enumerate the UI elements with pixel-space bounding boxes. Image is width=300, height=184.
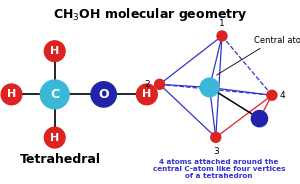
Circle shape [40, 80, 69, 109]
Circle shape [136, 84, 157, 105]
Circle shape [44, 41, 65, 62]
Text: H: H [50, 46, 59, 56]
Circle shape [91, 82, 116, 107]
Circle shape [154, 79, 165, 89]
Text: H: H [142, 89, 152, 99]
Circle shape [211, 132, 221, 142]
Text: C: C [50, 88, 59, 101]
Text: 1: 1 [219, 19, 225, 28]
Text: Tetrahedral: Tetrahedral [20, 153, 101, 166]
Text: 2: 2 [144, 80, 150, 89]
Circle shape [1, 84, 22, 105]
Circle shape [217, 31, 227, 41]
Text: H: H [50, 133, 59, 143]
Text: 4: 4 [280, 91, 286, 100]
Text: 3: 3 [213, 147, 219, 156]
Text: Central atom: Central atom [254, 36, 300, 45]
Circle shape [44, 127, 65, 148]
Text: H: H [7, 89, 16, 99]
Circle shape [251, 111, 268, 127]
Text: CH$_3$OH molecular geometry: CH$_3$OH molecular geometry [53, 6, 247, 22]
Circle shape [267, 90, 277, 100]
Text: O: O [98, 88, 109, 101]
Circle shape [200, 78, 219, 97]
Text: 4 atoms attached around the
central C-atom like four vertices
of a tetrahedron: 4 atoms attached around the central C-at… [153, 160, 285, 179]
